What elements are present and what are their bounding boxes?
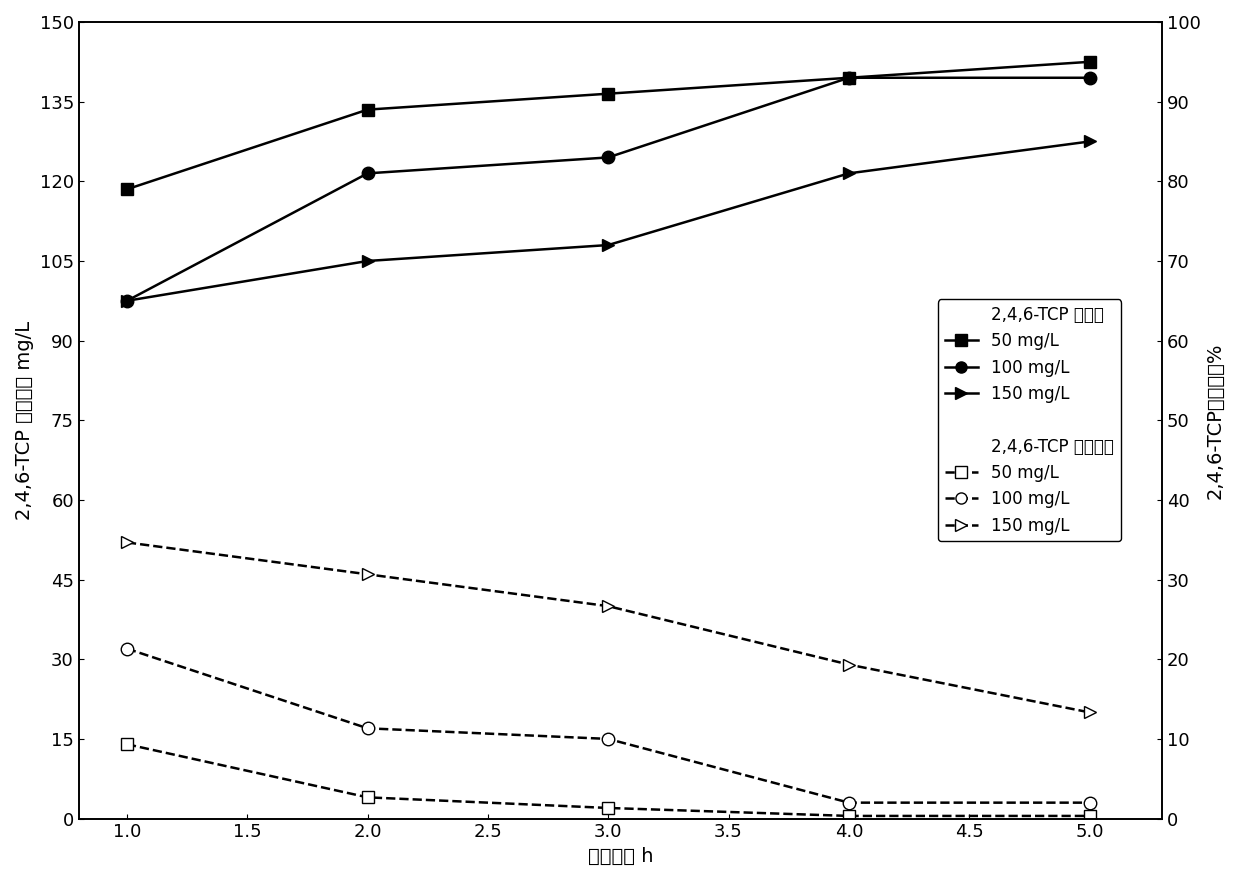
- X-axis label: 降解时间 h: 降解时间 h: [588, 847, 653, 866]
- Y-axis label: 2,4,6-TCP去除率，%: 2,4,6-TCP去除率，%: [1207, 342, 1225, 499]
- Legend: 2,4,6-TCP 去除率, 50 mg/L, 100 mg/L, 150 mg/L, , 2,4,6-TCP 残留浓度, 50 mg/L, 100 mg/L,: 2,4,6-TCP 去除率, 50 mg/L, 100 mg/L, 150 mg…: [937, 300, 1121, 541]
- Y-axis label: 2,4,6-TCP 残留浓度 mg/L: 2,4,6-TCP 残留浓度 mg/L: [15, 321, 33, 520]
